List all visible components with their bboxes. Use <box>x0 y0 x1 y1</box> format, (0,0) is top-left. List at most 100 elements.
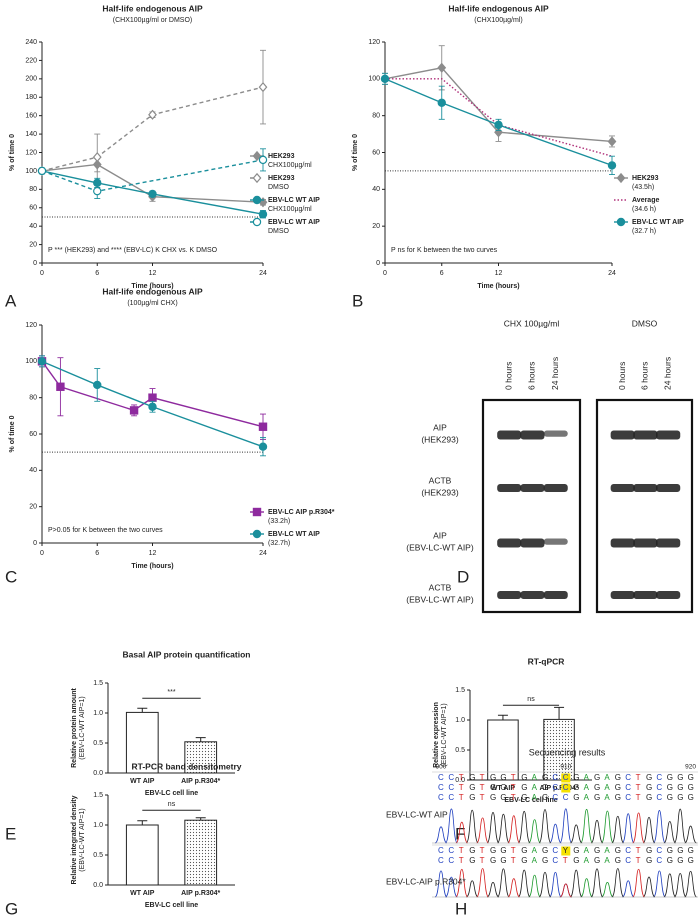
seq-base: T <box>459 846 464 855</box>
legend-marker <box>252 529 262 539</box>
chart-title: RT-qPCR <box>528 656 565 666</box>
seq-base: T <box>480 793 485 802</box>
legend-detail: (32.7 h) <box>632 228 656 235</box>
seq-base: C <box>448 856 454 865</box>
seq-base: G <box>677 773 683 782</box>
seq-base: G <box>594 856 600 865</box>
chart-subtitle: (CHX100µg/ml or DMSO) <box>113 17 193 24</box>
chart-title: Half-life endogenous AIP <box>102 3 203 13</box>
blot-band <box>633 430 658 440</box>
seq-base: G <box>688 773 694 782</box>
seq-base: G <box>490 856 496 865</box>
seq-base: G <box>573 846 579 855</box>
legend-marker <box>252 150 262 162</box>
seq-base: A <box>604 773 610 782</box>
blot-band <box>633 591 658 599</box>
y-tick-label: 0.5 <box>93 852 103 859</box>
seq-base: A <box>604 783 610 792</box>
y-tick-label: 0.5 <box>455 747 465 754</box>
seq-base: G <box>573 856 579 865</box>
seq-base: C <box>563 773 569 782</box>
legend-marker <box>616 217 626 227</box>
y-axis-label: Relative expression <box>433 702 440 768</box>
seq-base: G <box>594 793 600 802</box>
seq-highlight <box>561 846 571 856</box>
seq-base: T <box>480 846 485 855</box>
x-axis-label: Time (hours) <box>131 283 173 290</box>
y-tick-label: 100 <box>25 168 37 175</box>
legend-marker <box>252 217 262 227</box>
x-axis-label: Time (hours) <box>131 563 173 570</box>
seq-base: G <box>677 783 683 792</box>
seq-base: C <box>552 846 558 855</box>
x-tick-label: 6 <box>95 550 99 557</box>
y-axis-label: % of time 0 <box>9 134 16 171</box>
blot-band <box>543 484 568 492</box>
y-tick-label: 0.0 <box>455 777 465 784</box>
y-tick-label: 0.0 <box>93 770 103 777</box>
y-tick-label: 20 <box>372 223 380 230</box>
y-axis-label: Relative protein amount <box>71 687 78 767</box>
seq-base: G <box>646 783 652 792</box>
significance-label: ns <box>527 696 535 703</box>
y-axis-label: % of time 0 <box>9 415 16 452</box>
data-point <box>258 422 268 431</box>
seq-base: G <box>594 783 600 792</box>
seq-base: C <box>552 793 558 802</box>
y-tick-label: 220 <box>25 57 37 64</box>
annotation: P *** (HEK293) and **** (EBV-LC) K CHX v… <box>48 247 218 254</box>
y-tick-label: 200 <box>25 76 37 83</box>
seq-base: G <box>667 856 673 865</box>
error-bar <box>137 707 148 713</box>
x-tick-label: 12 <box>149 270 157 277</box>
sample-label: EBV-LC-AIP p.R304* <box>386 876 466 886</box>
legend-marker <box>252 195 262 205</box>
y-tick-label: 20 <box>29 241 37 248</box>
blot-band <box>543 538 568 545</box>
seq-base: G <box>646 856 652 865</box>
y-axis-sublabel: (EBV-LC-WT AIP=1) <box>79 808 86 871</box>
data-point <box>494 120 503 130</box>
data-point <box>148 109 157 120</box>
legend-detail: CHX100µg/ml <box>268 206 312 213</box>
annotation: P ns for K between the two curves <box>391 247 498 254</box>
row-sublabel: (HEK293) <box>421 434 458 444</box>
y-tick-label: 80 <box>29 395 37 402</box>
lane-label: 0 hours <box>503 362 513 390</box>
x-tick-label: 6 <box>440 270 444 277</box>
seq-base: C <box>448 793 454 802</box>
x-tick-label: WT AIP <box>130 890 155 897</box>
legend-label: HEK293 <box>632 175 659 182</box>
data-point <box>37 357 47 366</box>
data-point <box>93 380 102 390</box>
y-axis-sublabel: (EBV-LC-WT AIP=1) <box>79 696 86 759</box>
series-line <box>384 78 613 167</box>
y-tick-label: 40 <box>372 186 380 193</box>
y-tick-label: 0 <box>33 540 37 547</box>
error-bar <box>195 817 206 821</box>
y-tick-label: 1.0 <box>93 822 103 829</box>
panel-letter: G <box>5 899 18 915</box>
seq-base: T <box>511 793 516 802</box>
lane-label: 24 hours <box>663 357 673 390</box>
legend-detail: (43.5h) <box>632 184 654 191</box>
y-tick-label: 1.0 <box>455 717 465 724</box>
x-tick-label: 12 <box>495 270 503 277</box>
seq-base: G <box>490 783 496 792</box>
data-point <box>258 81 268 93</box>
bar <box>184 741 218 774</box>
series-line <box>385 78 613 157</box>
data-point <box>607 136 617 147</box>
legend-label: EBV-LC AIP p.R304* <box>268 509 335 516</box>
chromatogram-trace <box>528 808 614 844</box>
seq-base: T <box>459 783 464 792</box>
y-tick-label: 80 <box>372 113 380 120</box>
chart-title: RT-PCR band densitometry <box>131 761 241 771</box>
seq-base: G <box>521 846 527 855</box>
series-line <box>384 67 613 143</box>
